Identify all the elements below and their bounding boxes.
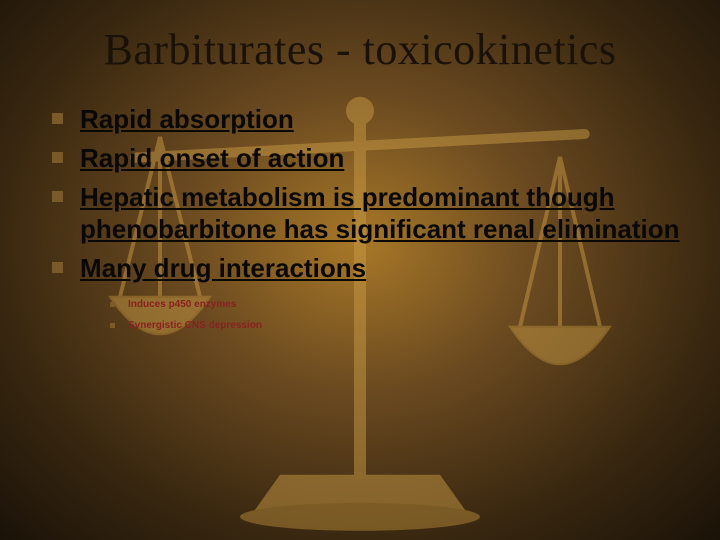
primary-bullet-list: Rapid absorption Rapid onset of action H…: [40, 103, 680, 285]
list-item: Hepatic metabolism is predominant though…: [52, 181, 680, 247]
list-item: Induces p450 enzymes: [110, 299, 680, 310]
slide-content: Barbiturates - toxicokinetics Rapid abso…: [0, 0, 720, 540]
list-item: Synergistic CNS depression: [110, 320, 680, 331]
secondary-bullet-list: Induces p450 enzymes Synergistic CNS dep…: [40, 299, 680, 331]
list-item: Rapid absorption: [52, 103, 680, 136]
list-item: Rapid onset of action: [52, 142, 680, 175]
slide-title: Barbiturates - toxicokinetics: [40, 24, 680, 75]
list-item: Many drug interactions: [52, 252, 680, 285]
